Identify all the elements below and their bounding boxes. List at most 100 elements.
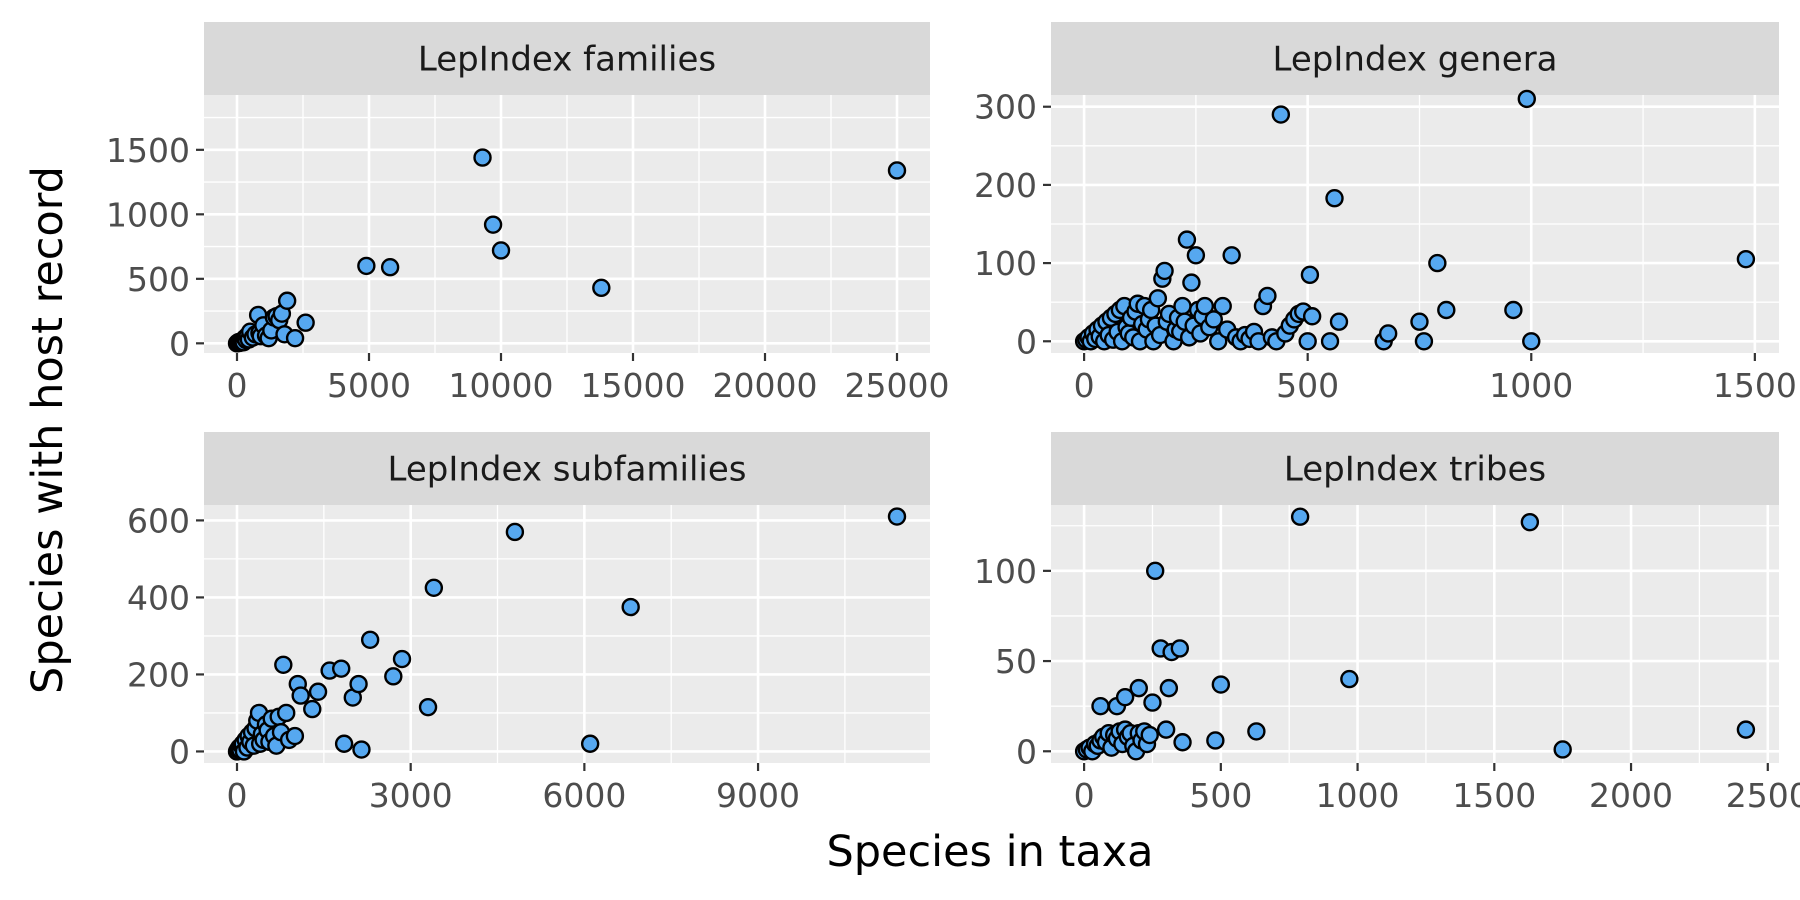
data-point: [1159, 678, 1179, 698]
data-point: [1173, 733, 1192, 752]
data-point: [1115, 687, 1135, 707]
y-tick-label: 100: [974, 244, 1037, 283]
y-tick-label: 100: [974, 552, 1037, 591]
data-point: [277, 703, 296, 723]
data-point: [473, 148, 492, 167]
data-point: [418, 697, 438, 717]
data-point: [1173, 296, 1192, 316]
data-point: [1410, 312, 1429, 331]
x-tick-label: 1500: [1713, 366, 1797, 405]
data-point: [1736, 249, 1756, 269]
facet-strip: [1051, 22, 1779, 95]
x-tick-label: 500: [1189, 776, 1252, 815]
x-tick-label: 6000: [542, 776, 626, 815]
data-point: [308, 682, 328, 701]
x-tick-label: 2500: [1726, 776, 1800, 815]
data-point: [285, 328, 305, 348]
data-point: [1414, 332, 1434, 351]
facet-strip: [1051, 432, 1779, 505]
y-tick-label: 600: [127, 501, 190, 540]
facet-title: LepIndex tribes: [1284, 450, 1546, 490]
data-point: [1504, 300, 1523, 320]
x-tick-label: 1000: [1316, 776, 1400, 815]
data-point: [1320, 332, 1340, 351]
panel-background: [1051, 505, 1779, 763]
y-tick-label: 1500: [106, 131, 190, 170]
data-point: [1129, 678, 1148, 698]
data-point: [1520, 512, 1540, 532]
data-point: [1182, 273, 1201, 292]
data-point: [621, 597, 640, 617]
data-point: [1325, 188, 1344, 208]
data-point: [491, 241, 511, 260]
y-tick-label: 0: [169, 324, 190, 363]
data-point: [1428, 253, 1447, 273]
data-point: [424, 578, 444, 597]
data-point: [1091, 696, 1110, 716]
data-point: [1211, 675, 1231, 694]
data-point: [887, 507, 907, 526]
data-point: [483, 215, 503, 234]
data-point: [1378, 324, 1398, 343]
data-point: [1170, 639, 1190, 658]
data-point: [1329, 312, 1349, 331]
y-tick-label: 0: [1016, 732, 1037, 771]
data-point: [1437, 300, 1456, 320]
data-point: [1206, 731, 1225, 750]
data-point: [1300, 265, 1320, 285]
data-point: [1553, 740, 1572, 759]
data-point: [1222, 246, 1241, 265]
data-point: [1148, 289, 1168, 308]
facet-title: LepIndex families: [418, 40, 716, 80]
data-point: [1298, 332, 1317, 351]
data-point: [384, 667, 403, 686]
y-tick-label: 200: [974, 166, 1037, 205]
x-tick-label: 20000: [713, 366, 818, 405]
data-point: [592, 278, 611, 298]
data-point: [349, 674, 368, 694]
x-tick-label: 25000: [845, 366, 950, 405]
panel-background: [204, 505, 930, 763]
x-tick-label: 0: [1074, 366, 1095, 405]
y-tick-label: 0: [169, 732, 190, 771]
y-tick-label: 400: [127, 578, 190, 617]
x-tick-label: 5000: [327, 366, 411, 405]
data-point: [334, 734, 354, 753]
x-tick-label: 0: [227, 776, 248, 815]
data-point: [1143, 693, 1162, 712]
x-tick-label: 1000: [1489, 366, 1573, 405]
data-point: [887, 161, 907, 180]
y-tick-label: 0: [1016, 322, 1037, 361]
x-tick-label: 15000: [581, 366, 686, 405]
data-point: [303, 699, 322, 719]
data-point: [1145, 561, 1165, 581]
data-point: [392, 649, 412, 669]
facet-title: LepIndex subfamilies: [388, 450, 747, 490]
y-tick-label: 200: [127, 655, 190, 694]
facet-panel: LepIndex subfamilies 0 3000 6000 9000 0 200 400…: [127, 432, 930, 815]
y-tick-label: 1000: [106, 195, 190, 234]
facet-panel: LepIndex tribes 0 500 1000 1500 2000 2500 0 50 10…: [974, 432, 1800, 815]
data-point: [1177, 230, 1197, 249]
x-axis-title: Species in taxa: [826, 827, 1153, 877]
x-tick-label: 0: [1074, 776, 1095, 815]
x-tick-label: 3000: [369, 776, 453, 815]
data-point: [1155, 261, 1174, 281]
data-point: [1302, 307, 1322, 326]
x-tick-label: 9000: [716, 776, 800, 815]
data-point: [1247, 722, 1266, 741]
facet-strip: [204, 432, 930, 505]
data-point: [291, 686, 310, 705]
y-tick-label: 500: [127, 260, 190, 299]
y-tick-label: 300: [974, 88, 1037, 127]
data-point: [357, 256, 376, 276]
facet-title: LepIndex genera: [1272, 40, 1557, 80]
data-point: [274, 655, 293, 675]
x-tick-label: 2000: [1589, 776, 1673, 815]
x-tick-label: 500: [1276, 366, 1339, 405]
data-point: [285, 726, 305, 746]
data-point: [332, 659, 351, 678]
facet-strip: [204, 22, 930, 95]
